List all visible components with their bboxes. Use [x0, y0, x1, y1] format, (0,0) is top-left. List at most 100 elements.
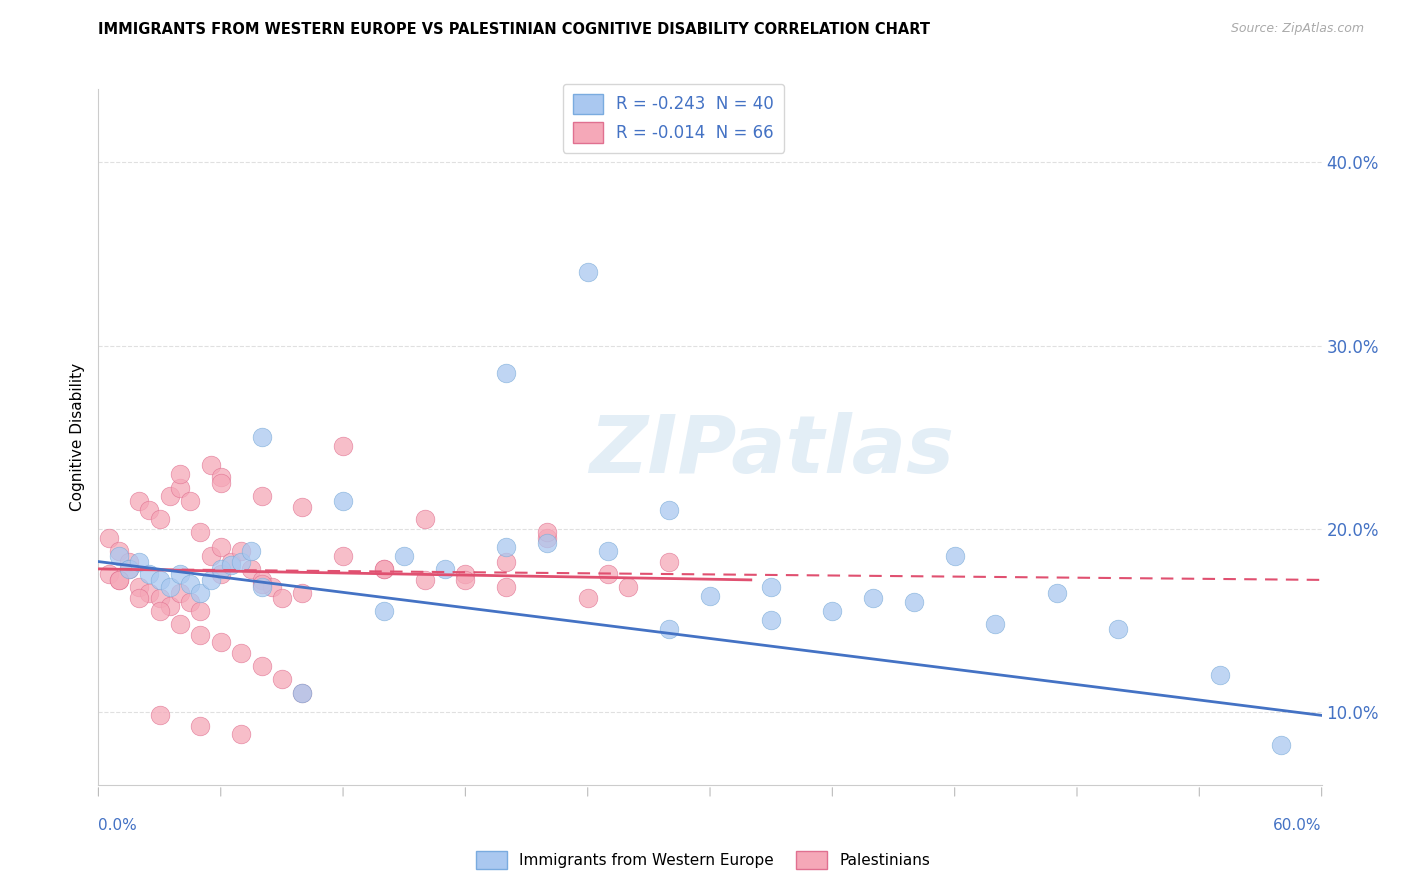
Point: [617, 580, 640, 594]
Point: [373, 604, 395, 618]
Point: [821, 604, 844, 618]
Point: [598, 567, 620, 582]
Point: [209, 567, 232, 582]
Point: [108, 573, 131, 587]
Point: [118, 562, 141, 576]
Point: [219, 558, 242, 573]
Point: [699, 590, 721, 604]
Point: [536, 525, 558, 540]
Point: [250, 580, 273, 594]
Text: Source: ZipAtlas.com: Source: ZipAtlas.com: [1230, 22, 1364, 36]
Point: [209, 562, 232, 576]
Point: [1045, 585, 1069, 599]
Point: [240, 562, 263, 576]
Point: [188, 719, 212, 733]
Point: [188, 585, 212, 599]
Point: [454, 567, 477, 582]
Point: [943, 549, 966, 563]
Point: [291, 500, 314, 514]
Point: [159, 580, 181, 594]
Point: [200, 549, 222, 563]
Point: [250, 573, 273, 587]
Point: [231, 543, 253, 558]
Point: [138, 585, 160, 599]
Point: [149, 604, 172, 618]
Point: [209, 475, 232, 490]
Point: [188, 604, 212, 618]
Point: [373, 562, 395, 576]
Point: [413, 573, 436, 587]
Point: [250, 489, 273, 503]
Point: [291, 686, 314, 700]
Point: [179, 576, 201, 591]
Point: [231, 555, 253, 569]
Point: [169, 481, 191, 495]
Point: [332, 439, 354, 453]
Point: [984, 616, 1007, 631]
Point: [97, 567, 120, 582]
Point: [240, 543, 263, 558]
Point: [658, 503, 681, 517]
Point: [536, 531, 558, 545]
Point: [373, 562, 395, 576]
Point: [291, 686, 314, 700]
Point: [169, 585, 191, 599]
Point: [138, 503, 160, 517]
Point: [495, 555, 517, 569]
Point: [128, 591, 150, 606]
Point: [392, 549, 416, 563]
Point: [219, 555, 242, 569]
Point: [128, 580, 150, 594]
Point: [332, 494, 354, 508]
Point: [169, 616, 191, 631]
Point: [270, 591, 294, 606]
Point: [159, 599, 181, 613]
Text: IMMIGRANTS FROM WESTERN EUROPE VS PALESTINIAN COGNITIVE DISABILITY CORRELATION C: IMMIGRANTS FROM WESTERN EUROPE VS PALEST…: [98, 22, 931, 37]
Point: [159, 489, 181, 503]
Point: [149, 512, 172, 526]
Point: [108, 543, 131, 558]
Point: [169, 467, 191, 481]
Point: [1107, 623, 1129, 637]
Point: [250, 576, 273, 591]
Point: [188, 628, 212, 642]
Point: [209, 540, 232, 554]
Text: ZIPatlas: ZIPatlas: [589, 412, 953, 490]
Point: [250, 430, 273, 444]
Point: [179, 494, 201, 508]
Point: [108, 573, 131, 587]
Point: [169, 567, 191, 582]
Text: 0.0%: 0.0%: [98, 818, 138, 832]
Point: [149, 573, 172, 587]
Point: [128, 555, 150, 569]
Point: [118, 555, 141, 569]
Point: [495, 366, 517, 380]
Point: [1270, 738, 1292, 752]
Point: [454, 573, 477, 587]
Point: [495, 580, 517, 594]
Point: [761, 580, 783, 594]
Point: [332, 549, 354, 563]
Point: [209, 635, 232, 649]
Point: [658, 623, 681, 637]
Y-axis label: Cognitive Disability: Cognitive Disability: [69, 363, 84, 511]
Point: [209, 470, 232, 484]
Point: [536, 536, 558, 550]
Point: [149, 708, 172, 723]
Point: [231, 727, 253, 741]
Point: [903, 595, 925, 609]
Point: [108, 549, 131, 563]
Point: [1209, 668, 1232, 682]
Point: [200, 573, 222, 587]
Legend: R = -0.243  N = 40, R = -0.014  N = 66: R = -0.243 N = 40, R = -0.014 N = 66: [562, 84, 785, 153]
Point: [128, 494, 150, 508]
Point: [270, 672, 294, 686]
Point: [862, 591, 884, 606]
Point: [658, 555, 681, 569]
Point: [495, 540, 517, 554]
Point: [118, 562, 141, 576]
Point: [149, 591, 172, 606]
Point: [761, 613, 783, 627]
Point: [434, 562, 457, 576]
Point: [250, 659, 273, 673]
